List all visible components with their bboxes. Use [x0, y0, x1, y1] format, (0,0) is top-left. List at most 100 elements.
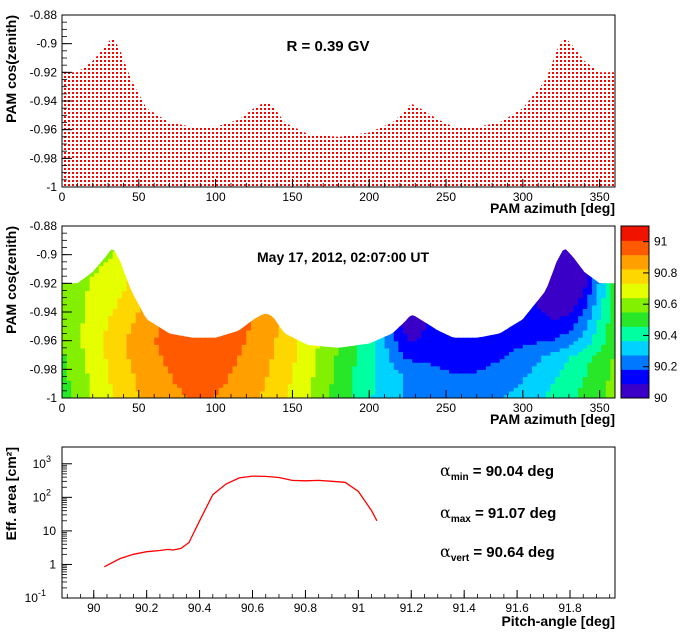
heatmap-cell — [412, 383, 418, 388]
heatmap-cell — [135, 387, 141, 392]
heatmap-cell — [126, 390, 132, 396]
heatmap-cell — [347, 344, 353, 349]
heatmap-cell — [98, 329, 105, 335]
heatmap-cell — [98, 376, 105, 381]
heatmap-cell — [269, 351, 275, 356]
heatmap-cell — [80, 290, 86, 295]
heatmap-cell — [297, 387, 303, 392]
heatmap-cell — [393, 344, 400, 349]
heatmap-cell — [449, 387, 455, 392]
heatmap-cell — [246, 337, 252, 342]
heatmap-cell — [453, 365, 459, 370]
heatmap-cell — [306, 380, 312, 385]
heatmap-cell — [209, 337, 215, 342]
heatmap-cell — [250, 394, 257, 398]
heatmap-cell — [94, 369, 100, 374]
heatmap-cell — [209, 351, 215, 356]
heatmap-cell — [389, 365, 395, 370]
heatmap-cell — [518, 329, 524, 335]
heatmap-cell — [310, 376, 317, 381]
heatmap-cell — [200, 337, 206, 342]
heatmap-cell — [154, 380, 160, 385]
heatmap-cell — [191, 390, 197, 396]
heatmap-cell — [103, 358, 109, 363]
heatmap-cell — [499, 372, 505, 378]
heatmap-cell — [444, 333, 450, 338]
heatmap-cell — [439, 333, 446, 338]
heatmap-cell — [292, 365, 298, 370]
heatmap-cell — [62, 344, 68, 349]
heatmap-cell — [462, 383, 469, 388]
heatmap-cell — [513, 390, 519, 396]
heatmap-cell — [103, 376, 109, 381]
heatmap-cell — [181, 355, 188, 360]
heatmap-cell — [191, 362, 197, 367]
heatmap-cell — [112, 286, 118, 292]
heatmap-cell — [264, 355, 270, 360]
heatmap-cell — [112, 390, 118, 396]
heatmap-cell — [522, 329, 529, 335]
heatmap-cell — [241, 347, 247, 353]
heatmap-cell — [149, 394, 155, 398]
heatmap-cell — [356, 380, 363, 385]
heatmap-cell — [292, 340, 298, 345]
heatmap-cell — [287, 351, 294, 356]
heatmap-cell — [71, 286, 77, 292]
heatmap-cell — [522, 319, 529, 324]
heatmap-cell — [108, 258, 114, 263]
heatmap-cell — [232, 358, 238, 363]
heatmap-cell — [209, 365, 215, 370]
heatmap-cell — [366, 387, 372, 392]
heatmap-cell — [366, 383, 372, 388]
heatmap-cell — [407, 380, 413, 385]
heatmap-cell — [513, 337, 519, 342]
heatmap-cell — [421, 365, 427, 370]
heatmap-cell — [499, 347, 505, 353]
heatmap-cell — [306, 351, 312, 356]
heatmap-cell — [393, 376, 400, 381]
heatmap-cell — [195, 358, 201, 363]
heatmap-cell — [297, 362, 303, 367]
heatmap-cell — [255, 355, 261, 360]
heatmap-cell — [481, 390, 487, 396]
heatmap-cell — [66, 333, 72, 338]
heatmap-cell — [131, 326, 137, 331]
heatmap-cell — [71, 333, 77, 338]
heatmap-cell — [320, 351, 326, 356]
heatmap-cell — [329, 390, 335, 396]
heatmap-cell — [338, 376, 344, 381]
heatmap-cell — [135, 326, 141, 331]
heatmap-cell — [108, 369, 114, 374]
heatmap-cell — [278, 362, 284, 367]
heatmap-cell — [329, 387, 335, 392]
heatmap-cell — [379, 358, 386, 363]
heatmap-cell — [513, 387, 519, 392]
heatmap-cell — [407, 394, 413, 398]
heatmap-cell — [241, 333, 247, 338]
heatmap-cell — [108, 347, 114, 353]
heatmap-cell — [250, 333, 257, 338]
heatmap-cell — [117, 347, 123, 353]
heatmap-cell — [384, 387, 390, 392]
heatmap-cell — [117, 394, 123, 398]
heatmap-cell — [218, 369, 224, 374]
heatmap-cell — [462, 372, 469, 378]
heatmap-cell — [121, 276, 128, 281]
heatmap-cell — [518, 355, 524, 360]
heatmap-cell — [375, 365, 381, 370]
heatmap-cell — [204, 351, 211, 356]
heatmap-cell — [158, 369, 164, 374]
heatmap-cell — [149, 376, 155, 381]
heatmap-cell — [85, 380, 91, 385]
heatmap-cell — [232, 355, 238, 360]
heatmap-cell — [154, 358, 160, 363]
heatmap-cell — [112, 272, 118, 277]
heatmap-cell — [108, 254, 114, 259]
heatmap-cell — [287, 383, 294, 388]
heatmap-cell — [333, 372, 340, 378]
heatmap-cell — [352, 387, 358, 392]
heatmap-cell — [246, 380, 252, 385]
heatmap-cell — [513, 322, 519, 327]
heatmap-cell — [186, 351, 192, 356]
heatmap-cell — [264, 383, 270, 388]
